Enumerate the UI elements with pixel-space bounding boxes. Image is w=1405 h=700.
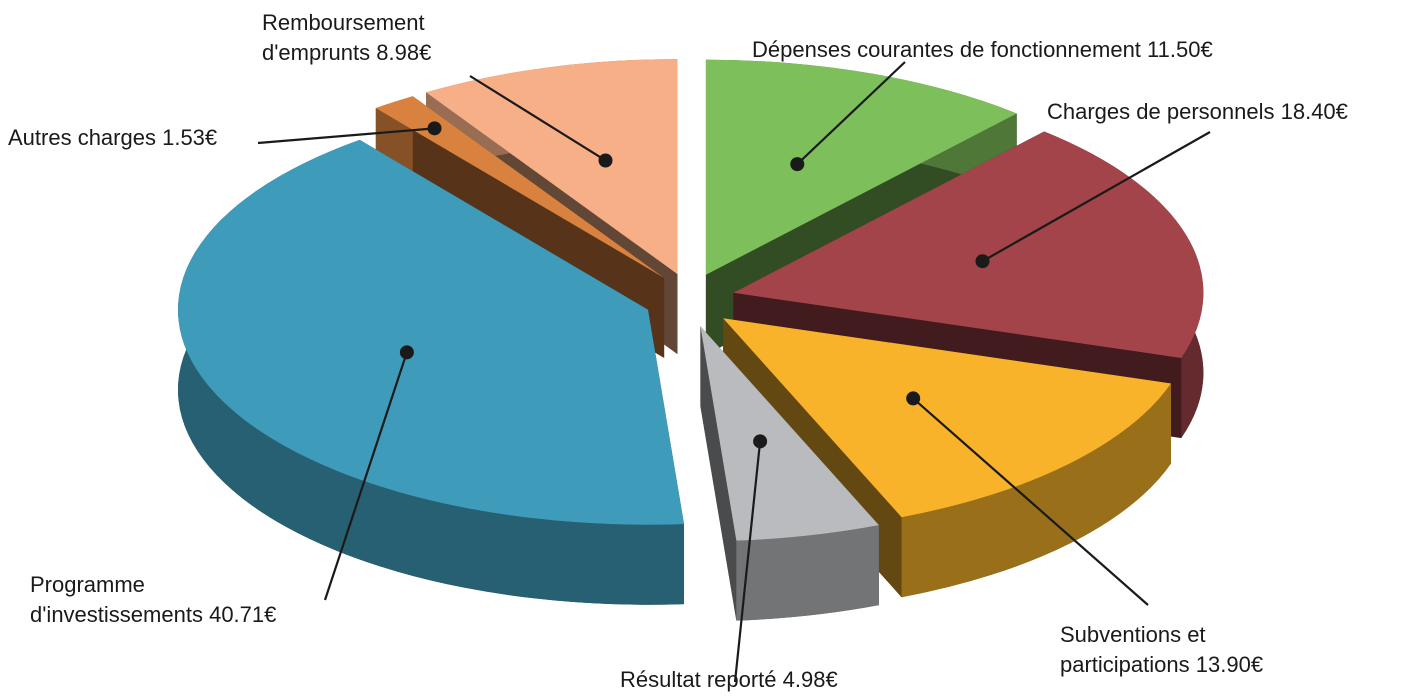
- label-dot: [906, 391, 921, 406]
- leader-line: [469, 75, 607, 162]
- slice: [733, 131, 1204, 358]
- value-label: 40.71€: [209, 602, 277, 627]
- category-label: Remboursement d'emprunts: [262, 10, 425, 65]
- slice-label: Dépenses courantes de fonctionnement 11.…: [752, 35, 1372, 65]
- slice: [375, 96, 665, 278]
- value-label: 4.98€: [782, 667, 838, 692]
- slice: [700, 326, 879, 541]
- category-label: Autres charges: [8, 125, 156, 150]
- leader-line: [796, 61, 906, 165]
- value-label: 18.40€: [1280, 99, 1348, 124]
- value-label: 11.50€: [1147, 37, 1213, 62]
- category-label: Programme d'investissements: [30, 572, 203, 627]
- category-label: Résultat reporté: [620, 667, 777, 692]
- label-dot: [399, 345, 414, 360]
- slice-label: Résultat reporté 4.98€: [620, 665, 920, 695]
- slice: [178, 139, 685, 525]
- slice-label: Programme d'investissements 40.71€: [30, 570, 302, 630]
- slice: [705, 59, 1017, 275]
- value-label: 13.90€: [1195, 652, 1264, 677]
- leader-line: [912, 397, 1149, 606]
- value-label: 1.53€: [162, 125, 218, 150]
- leader-line: [981, 131, 1211, 263]
- slice-label: Remboursement d'emprunts 8.98€: [262, 8, 457, 68]
- leader-line: [733, 441, 762, 683]
- slice: [723, 318, 1171, 518]
- slice: [426, 59, 678, 275]
- label-dot: [598, 153, 613, 168]
- leader-line: [323, 351, 408, 601]
- slice-side: [178, 139, 685, 605]
- category-label: Charges de personnels: [1047, 99, 1275, 124]
- category-label: Subventions et participations: [1060, 622, 1206, 677]
- label-dot: [427, 121, 442, 136]
- label-dot: [753, 434, 768, 449]
- slice-label: Subventions et participations 13.90€: [1060, 620, 1290, 680]
- label-dot: [790, 157, 805, 172]
- slice-wall: [700, 326, 737, 621]
- slice-label: Autres charges 1.53€: [8, 123, 268, 153]
- value-label: 8.98€: [376, 40, 432, 65]
- label-dot: [975, 254, 990, 269]
- slice-side: [736, 525, 879, 621]
- category-label: Dépenses courantes de fonctionnement: [752, 37, 1141, 62]
- leader-line: [257, 127, 435, 145]
- slice-side: [901, 383, 1171, 598]
- slice-label: Charges de personnels 18.40€: [1047, 97, 1405, 127]
